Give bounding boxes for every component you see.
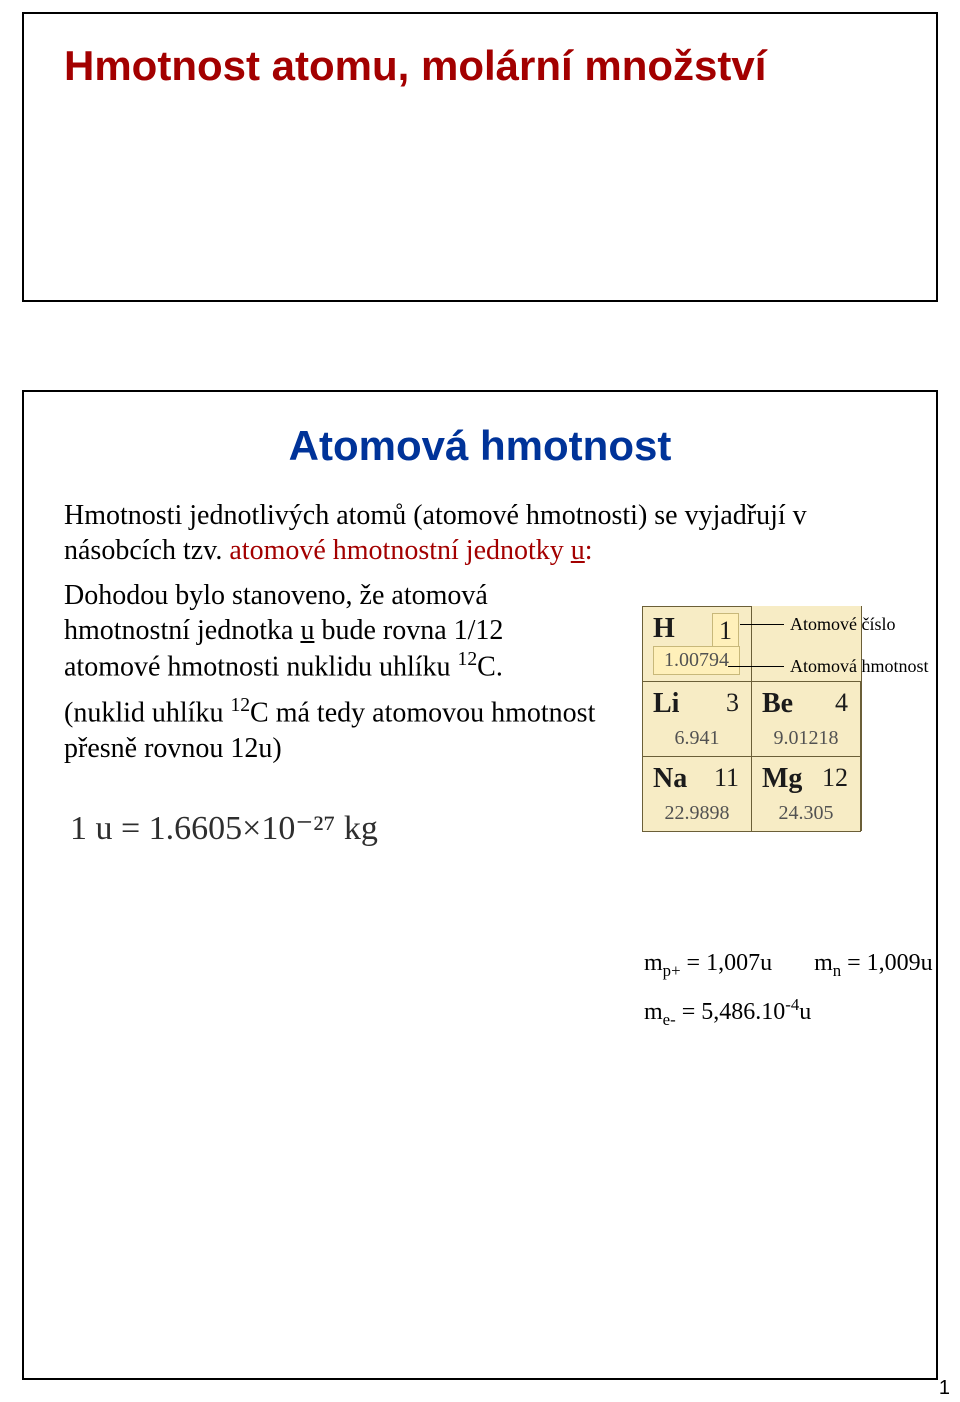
ptable-be-number: 4 <box>835 688 848 718</box>
mass-line-2: me- = 5,486.10-4u <box>644 995 933 1030</box>
mn-label: m <box>814 950 833 976</box>
ptable-cell-li: Li 3 6.941 <box>642 681 752 757</box>
ptable-be-symbol: Be <box>762 688 793 720</box>
ptable-li-symbol: Li <box>653 688 679 720</box>
def-para-2: (nuklid uhlíku 12C má tedy atomovou hmot… <box>64 694 604 765</box>
slide-1: Hmotnost atomu, molární množství <box>22 12 938 302</box>
ptable-cell-na: Na 11 22.9898 <box>642 756 752 832</box>
leader-line-mass <box>728 666 784 667</box>
annotation-atomic-mass: Atomová hmotnost <box>790 656 929 677</box>
particle-masses: mp+ = 1,007u mn = 1,009u me- = 5,486.10-… <box>644 950 933 1044</box>
ptable-na-symbol: Na <box>653 763 687 795</box>
ptable-cell-be: Be 4 9.01218 <box>751 681 861 757</box>
ptable-grid: H 1 1.00794 Li 3 6.941 Be 4 9.01218 <box>642 606 862 831</box>
intro-text-colon: : <box>585 535 593 566</box>
def-para-1: Dohodou bylo stanoveno, že atomová hmotn… <box>64 578 604 684</box>
periodic-table-snippet: H 1 1.00794 Li 3 6.941 Be 4 9.01218 <box>642 606 912 831</box>
mass-line-1: mp+ = 1,007u mn = 1,009u <box>644 950 933 981</box>
slide2-title: Atomová hmotnost <box>24 422 936 470</box>
me-val-a: = 5,486.10 <box>676 999 786 1025</box>
mp-val: = 1,007u <box>681 950 773 976</box>
slide2-content: Atomová hmotnost Hmotnosti jednotlivých … <box>24 422 936 850</box>
intro-paragraph: Hmotnosti jednotlivých atomů (atomové hm… <box>64 498 896 568</box>
intro-text-red: atomové hmotnostní jednotky <box>229 535 570 566</box>
mn-sub: n <box>833 961 841 980</box>
me-sub: e- <box>663 1010 676 1029</box>
ptable-cell-h: H 1 1.00794 <box>642 606 752 682</box>
ptable-mg-mass: 24.305 <box>752 802 860 825</box>
ptable-na-number: 11 <box>714 763 739 793</box>
ptable-li-mass: 6.941 <box>643 727 751 750</box>
intro-text-u: u <box>571 535 585 566</box>
mp-sub: p+ <box>663 961 681 980</box>
ptable-na-mass: 22.9898 <box>643 802 751 825</box>
me-label: m <box>644 999 663 1025</box>
me-sup: -4 <box>785 995 799 1014</box>
leader-line-number <box>740 624 784 625</box>
ptable-mg-symbol: Mg <box>762 763 802 795</box>
annotation-atomic-number: Atomové číslo <box>790 614 896 635</box>
def2-a: (nuklid uhlíku <box>64 698 230 729</box>
ptable-be-mass: 9.01218 <box>752 727 860 750</box>
slide1-title: Hmotnost atomu, molární množství <box>64 42 936 90</box>
mn-val: = 1,009u <box>841 950 933 976</box>
ptable-cell-mg: Mg 12 24.305 <box>751 756 861 832</box>
def1-u: u <box>300 615 314 646</box>
ptable-h-number: 1 <box>712 613 739 649</box>
def1-sup: 12 <box>458 649 478 670</box>
mp-label: m <box>644 950 663 976</box>
equation-u-kg: 1 u = 1.6605×10⁻²⁷ kg <box>64 806 384 850</box>
def2-sup: 12 <box>230 695 250 716</box>
page: Hmotnost atomu, molární množství Atomová… <box>0 0 960 1402</box>
def1-c: C. <box>477 651 503 682</box>
page-number: 1 <box>939 1377 950 1400</box>
me-val-b: u <box>799 999 811 1025</box>
definition-block: Dohodou bylo stanoveno, že atomová hmotn… <box>64 578 604 766</box>
ptable-li-number: 3 <box>726 688 739 718</box>
ptable-mg-number: 12 <box>822 763 848 793</box>
ptable-h-mass: 1.00794 <box>653 646 740 675</box>
slide-2: Atomová hmotnost Hmotnosti jednotlivých … <box>22 390 938 1380</box>
ptable-h-symbol: H <box>653 613 675 645</box>
